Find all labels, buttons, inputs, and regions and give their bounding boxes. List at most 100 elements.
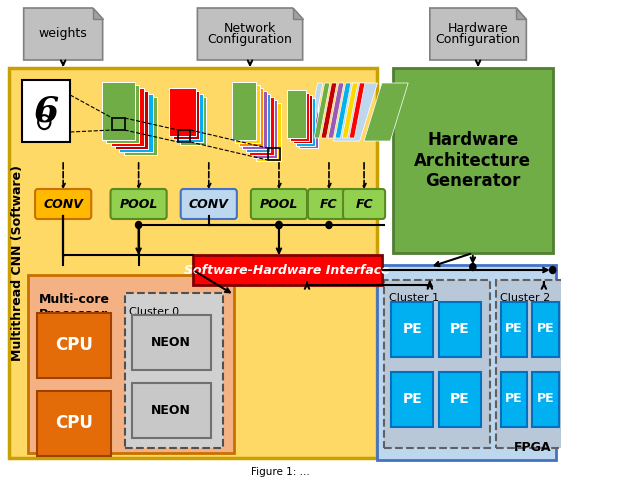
Polygon shape (342, 83, 358, 138)
Bar (246, 94, 270, 152)
FancyBboxPatch shape (111, 189, 166, 219)
Text: PE: PE (537, 393, 554, 406)
Bar (249, 97, 274, 155)
Text: PE: PE (403, 322, 422, 336)
Text: CONV: CONV (44, 198, 83, 211)
FancyBboxPatch shape (251, 189, 307, 219)
Bar (377, 265, 556, 460)
Text: CONV: CONV (189, 198, 228, 211)
Bar (125, 293, 223, 448)
Circle shape (550, 267, 556, 273)
Bar (532, 372, 559, 427)
Bar (287, 90, 306, 138)
Text: CPU: CPU (55, 414, 93, 432)
Bar (299, 100, 319, 148)
Bar (438, 302, 481, 357)
Bar (393, 68, 553, 253)
Text: PE: PE (632, 323, 640, 336)
Text: Hardware: Hardware (448, 22, 508, 35)
Text: PE: PE (450, 322, 470, 336)
Bar (232, 82, 256, 140)
Text: PE: PE (568, 323, 586, 336)
Polygon shape (314, 83, 330, 138)
Text: Figure 1: ...: Figure 1: ... (252, 467, 310, 477)
Polygon shape (93, 8, 102, 19)
Text: PE: PE (403, 392, 422, 406)
FancyBboxPatch shape (180, 189, 237, 219)
Text: POOL: POOL (120, 198, 158, 211)
Polygon shape (516, 8, 526, 19)
Bar (124, 97, 157, 155)
Bar (9, 68, 377, 458)
Bar (290, 93, 309, 141)
Text: Configuration: Configuration (436, 33, 520, 46)
Bar (532, 302, 559, 357)
Text: Cluster 0: Cluster 0 (129, 307, 179, 317)
Bar (239, 88, 263, 146)
Text: PE: PE (600, 323, 618, 336)
Text: PE: PE (505, 393, 523, 406)
Bar (242, 91, 267, 149)
Text: FPGA: FPGA (513, 441, 551, 454)
Bar (391, 302, 433, 357)
Bar (627, 302, 640, 357)
Text: Cluster 2: Cluster 2 (500, 293, 550, 303)
Bar (564, 302, 590, 357)
Text: PE: PE (537, 323, 554, 336)
Polygon shape (333, 83, 378, 141)
Bar (115, 91, 148, 149)
Bar (193, 255, 381, 285)
Polygon shape (349, 83, 365, 138)
Text: CPU: CPU (55, 336, 93, 354)
Bar (235, 85, 260, 143)
Bar (293, 95, 312, 143)
Bar (438, 372, 481, 427)
Text: Network: Network (224, 22, 276, 35)
FancyBboxPatch shape (35, 189, 92, 219)
FancyBboxPatch shape (308, 189, 350, 219)
Polygon shape (335, 83, 351, 138)
Circle shape (136, 222, 141, 228)
Text: Software-Hardware Interface: Software-Hardware Interface (184, 264, 390, 276)
Bar (178, 130, 190, 142)
Text: PE: PE (600, 393, 618, 406)
Bar (106, 85, 140, 143)
FancyBboxPatch shape (343, 189, 385, 219)
Text: POOL: POOL (260, 198, 298, 211)
Text: PE: PE (450, 392, 470, 406)
Text: Multithread CNN (Software): Multithread CNN (Software) (11, 165, 24, 361)
Bar (102, 82, 135, 140)
Text: Multi-core
Processor: Multi-core Processor (38, 293, 109, 321)
Bar (296, 98, 316, 145)
Bar (132, 383, 211, 438)
Bar (37, 391, 111, 456)
Text: 6: 6 (33, 94, 59, 128)
Text: NEON: NEON (151, 336, 191, 349)
Bar (268, 148, 280, 160)
Circle shape (276, 222, 282, 228)
Bar (501, 372, 527, 427)
Bar (173, 91, 199, 139)
Bar (28, 275, 234, 453)
Text: PE: PE (568, 393, 586, 406)
Text: FC: FC (355, 198, 373, 211)
Polygon shape (430, 8, 526, 60)
Bar (253, 100, 277, 158)
Text: FC: FC (320, 198, 338, 211)
Text: PE: PE (632, 393, 640, 406)
Polygon shape (328, 83, 344, 138)
Bar (596, 372, 622, 427)
Bar (596, 302, 622, 357)
Bar (627, 372, 640, 427)
Polygon shape (307, 83, 323, 138)
Polygon shape (321, 83, 337, 138)
Bar (180, 97, 206, 145)
Bar (22, 80, 70, 142)
Circle shape (470, 264, 476, 270)
Polygon shape (292, 8, 303, 19)
Polygon shape (24, 8, 102, 60)
Text: Cluster 1: Cluster 1 (388, 293, 439, 303)
Bar (177, 94, 203, 142)
Text: PE: PE (505, 323, 523, 336)
Polygon shape (197, 8, 303, 60)
